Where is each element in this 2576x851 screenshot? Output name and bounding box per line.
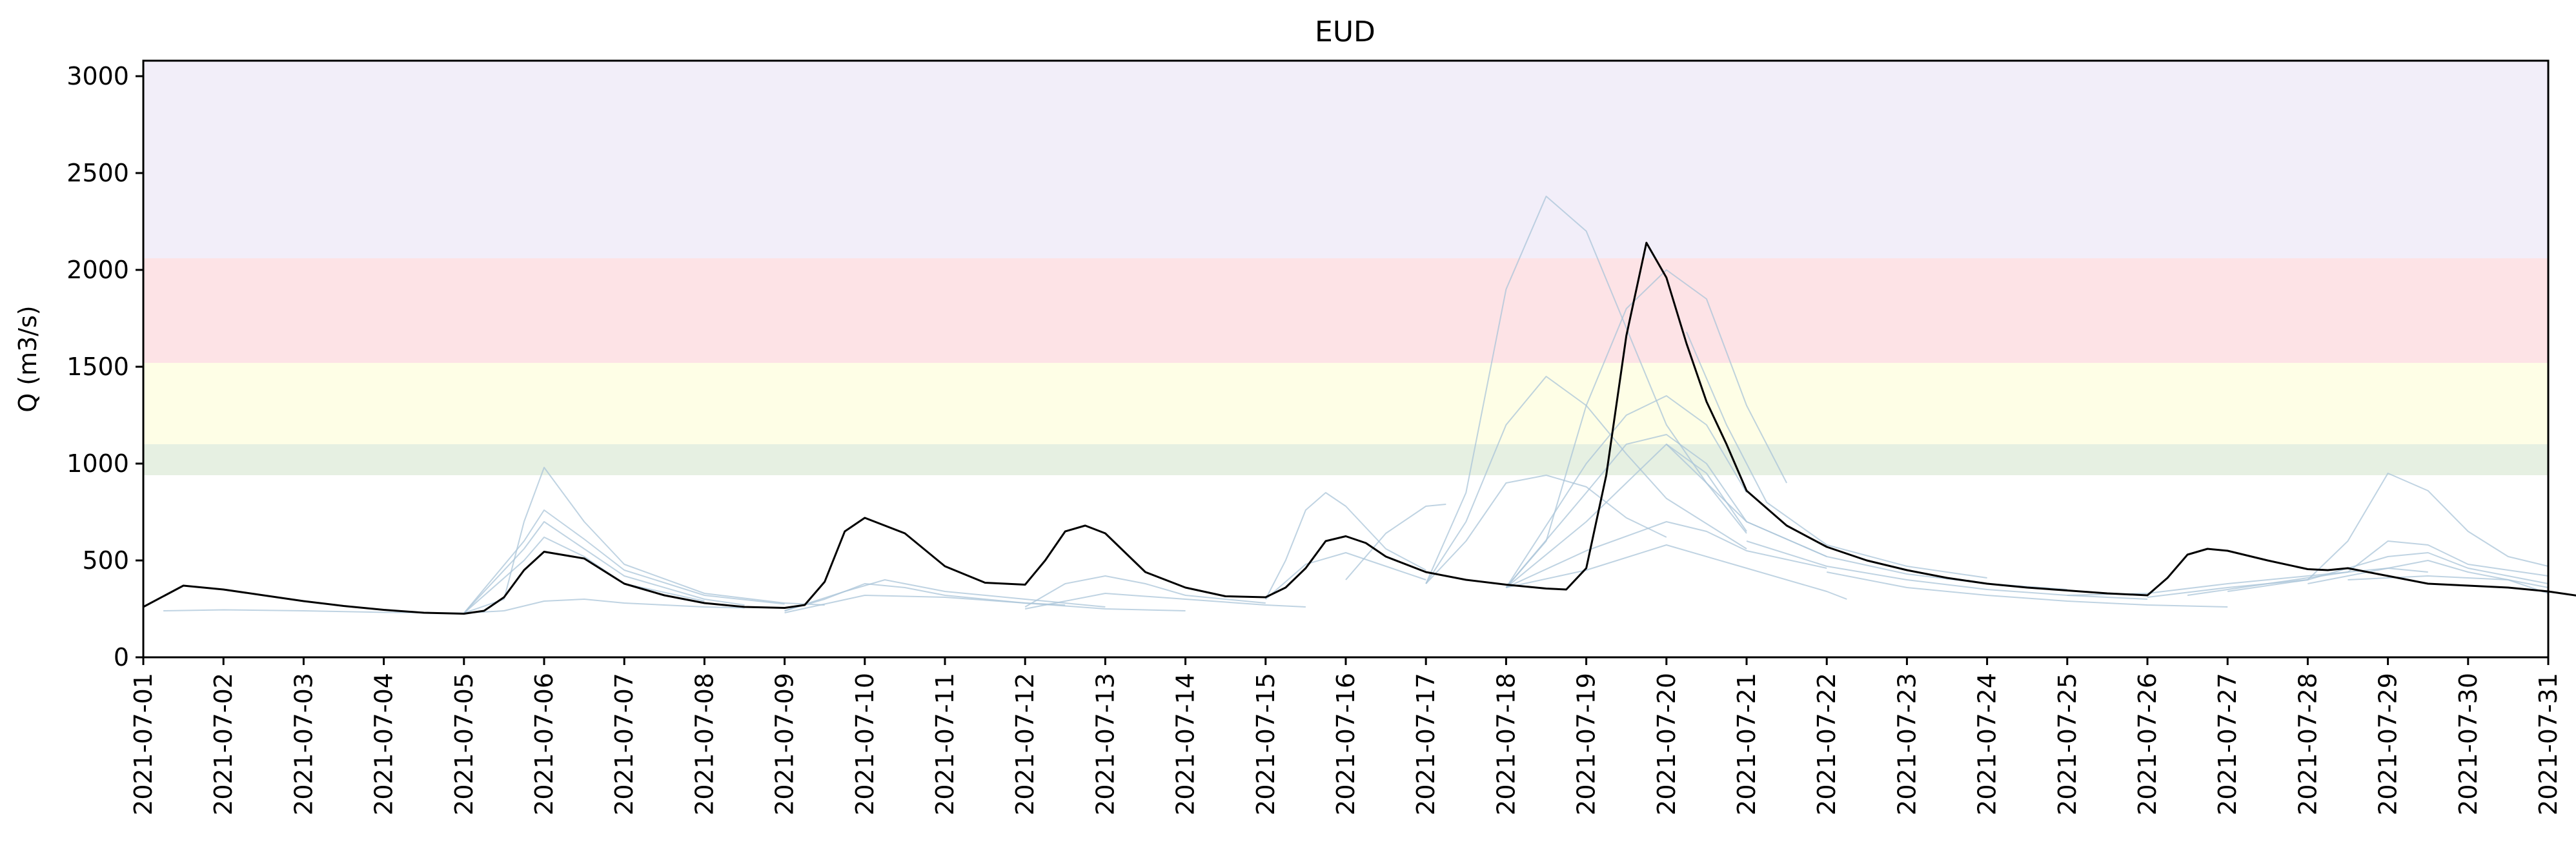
x-tick-label: 2021-07-27 <box>2213 673 2242 815</box>
y-tick-label: 500 <box>82 546 129 575</box>
forecast-ensemble <box>163 196 2549 614</box>
x-tick-label: 2021-07-08 <box>690 673 718 815</box>
x-tick-label: 2021-07-09 <box>771 673 799 815</box>
forecast-line-21 <box>1505 444 1747 588</box>
x-tick-label: 2021-07-14 <box>1171 673 1200 815</box>
y-tick-label: 2000 <box>66 256 129 284</box>
x-tick-label: 2021-07-23 <box>1892 673 1921 815</box>
threshold-bands <box>143 61 2548 475</box>
x-tick-label: 2021-07-31 <box>2534 673 2562 815</box>
x-tick-label: 2021-07-15 <box>1252 673 1280 815</box>
x-tick-label: 2021-07-01 <box>129 673 157 815</box>
x-tick-label: 2021-07-02 <box>209 673 238 815</box>
observed-series <box>143 241 2576 615</box>
forecast-line-19 <box>1505 395 1747 588</box>
x-tick-label: 2021-07-29 <box>2374 673 2402 815</box>
x-tick-label: 2021-07-17 <box>1412 673 1440 815</box>
x-tick-label: 2021-07-18 <box>1492 673 1520 815</box>
threshold-band-3 <box>143 258 2548 363</box>
x-tick-label: 2021-07-13 <box>1091 673 1119 815</box>
forecast-line-6 <box>503 599 745 611</box>
x-tick-label: 2021-07-06 <box>530 673 558 815</box>
x-tick-label: 2021-07-24 <box>1973 673 2002 815</box>
x-tick-label: 2021-07-19 <box>1572 673 1601 815</box>
x-tick-label: 2021-07-16 <box>1332 673 1360 815</box>
y-axis-title: Q (m3/s) <box>14 305 42 412</box>
threshold-band-1 <box>143 444 2548 475</box>
forecast-line-23 <box>1506 544 1847 600</box>
forecast-line-4 <box>463 521 745 614</box>
forecast-line-16 <box>1425 376 1747 584</box>
forecast-line-30 <box>2187 540 2549 596</box>
x-tick-label: 2021-07-11 <box>931 673 959 815</box>
forecast-line-14 <box>1345 504 1446 580</box>
x-tick-label: 2021-07-07 <box>610 673 638 815</box>
x-tick-label: 2021-07-25 <box>2053 673 2082 815</box>
forecast-line-11 <box>1025 593 1306 610</box>
x-tick-label: 2021-07-26 <box>2133 673 2162 815</box>
forecast-line-18 <box>1505 269 1787 588</box>
x-tick-label: 2021-07-05 <box>450 673 478 815</box>
threshold-band-2 <box>143 363 2548 444</box>
forecast-line-22 <box>1505 521 1827 588</box>
x-tick-label: 2021-07-12 <box>1011 673 1039 815</box>
x-tick-label: 2021-07-10 <box>851 673 879 815</box>
forecast-line-8 <box>784 579 1106 611</box>
x-tick-label: 2021-07-21 <box>1732 673 1761 815</box>
y-tick-label: 1000 <box>66 449 129 478</box>
observed-line <box>143 241 2576 615</box>
x-tick-label: 2021-07-04 <box>370 673 398 815</box>
y-axis: 0 500 1000 1500 2000 2500 3000 <box>66 62 143 672</box>
y-tick-label: 3000 <box>66 62 129 90</box>
forecast-line-32 <box>2307 560 2549 588</box>
chart-title: EUD <box>1315 15 1375 48</box>
forecast-line-26 <box>1746 540 2148 600</box>
forecast-line-2 <box>463 467 825 614</box>
threshold-band-4 <box>143 61 2548 258</box>
x-tick-label: 2021-07-20 <box>1652 673 1681 815</box>
y-tick-label: 0 <box>114 643 129 672</box>
forecast-line-3 <box>463 509 785 614</box>
forecast-line-13 <box>1265 552 1426 600</box>
y-tick-label: 2500 <box>66 159 129 187</box>
x-tick-label: 2021-07-28 <box>2293 673 2322 815</box>
forecast-line-27 <box>1827 571 2228 608</box>
x-tick-label: 2021-07-30 <box>2454 673 2482 815</box>
forecast-line-31 <box>2227 552 2549 592</box>
forecast-line-24 <box>1685 331 1987 579</box>
forecast-line-33 <box>2348 575 2549 594</box>
x-tick-label: 2021-07-22 <box>1812 673 1841 815</box>
y-tick-label: 1500 <box>66 353 129 381</box>
forecast-line-9 <box>784 595 1186 613</box>
x-tick-label: 2021-07-03 <box>289 673 318 815</box>
x-axis: 2021-07-01 2021-07-02 2021-07-03 2021-07-04… <box>129 657 2562 815</box>
forecast-line-10 <box>1024 575 1266 608</box>
forecast-line-12 <box>1264 492 1426 600</box>
forecast-line-17 <box>1425 475 1667 584</box>
